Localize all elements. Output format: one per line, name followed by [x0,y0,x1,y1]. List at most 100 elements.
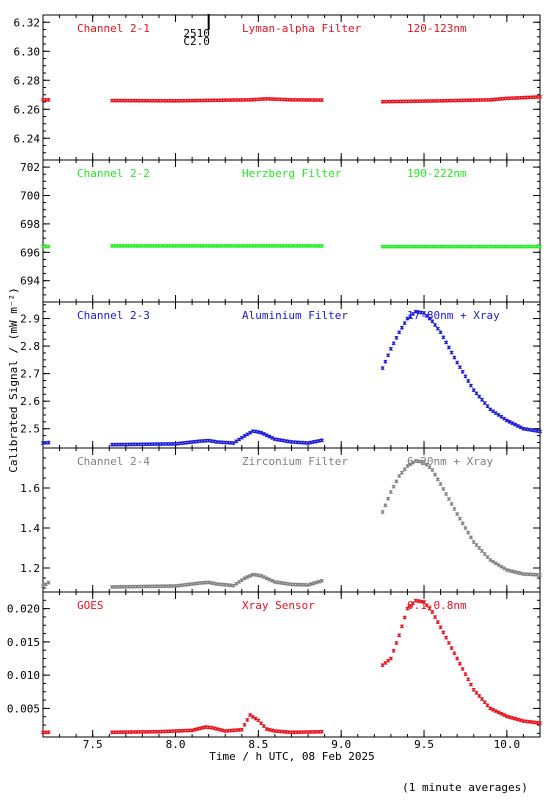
data-point [256,573,261,578]
panel-frame-ch24 [42,447,541,593]
panel-label-ch22: Herzberg Filter [242,167,342,180]
data-point [424,313,429,318]
data-point [386,353,391,358]
panel-label-ch21: 120-123nm [407,22,467,35]
data-point [253,572,258,577]
panel-label-ch23: Channel 2-3 [77,309,150,322]
data-point [482,552,487,556]
data-point [446,497,451,501]
data-point [411,460,415,465]
data-point [261,724,266,729]
data-point [239,578,244,583]
data-point [502,566,507,571]
panel-frame-goes [42,591,541,738]
x-tick-label: 9.5 [414,738,434,751]
flare-marker-id: 2510 [183,27,210,40]
data-point [430,319,435,324]
data-point [388,656,393,661]
data-point [480,549,485,553]
data-point [518,718,523,723]
data-point [488,407,493,412]
x-axis-label: Time / h UTC, 08 Feb 2025 [209,750,375,763]
data-point [256,430,261,435]
data-point [499,564,504,569]
y-tick-label-ch22: 698 [20,218,40,231]
data-point [281,438,286,443]
data-point [234,581,239,586]
data-point [212,581,217,586]
x-tick-label: 8.0 [166,738,186,751]
data-point [513,716,518,721]
data-point [397,474,402,478]
data-point [386,496,391,501]
data-point [471,687,476,692]
data-point [201,725,206,730]
data-point [253,716,258,721]
data-point [496,710,501,715]
data-point [206,438,211,443]
data-point [46,440,51,445]
data-point [283,581,288,586]
data-point [314,439,319,444]
data-point [259,721,264,726]
series-points-ch23 [41,309,542,447]
data-point [402,321,407,326]
data-point [515,423,520,428]
data-point [460,666,465,671]
data-point [427,606,432,611]
data-point [510,715,515,720]
data-point [416,599,421,604]
data-point [468,535,473,540]
data-point [190,728,195,733]
data-point [317,579,322,584]
y-tick-label-ch22: 696 [20,246,40,259]
data-point [455,656,460,661]
data-point [245,432,250,437]
data-point [477,693,482,698]
data-point [46,97,51,102]
data-point [217,727,222,732]
data-point [538,573,542,577]
data-point [195,726,200,731]
data-point [209,725,214,730]
data-point [444,340,449,345]
data-point [192,727,197,732]
y-tick-label-goes: 0.010 [7,669,40,682]
x-tick-label: 10.0 [494,738,521,751]
panel-label-ch24: 6-20nm + Xray [407,455,493,468]
data-point [306,441,311,446]
series-points-goes [41,598,542,735]
data-point [234,439,239,444]
data-point [422,599,427,604]
data-point [391,484,396,489]
data-point [388,490,393,494]
x-tick-label: 8.5 [248,738,268,751]
data-point [311,439,316,444]
data-point [532,428,537,433]
data-point [427,316,432,321]
data-point [308,440,313,445]
data-point [480,397,485,402]
data-point [504,568,509,572]
data-point [435,620,440,625]
data-point [242,722,247,727]
data-point [264,727,269,732]
data-point [466,677,471,682]
data-point [491,707,496,712]
y-tick-label-goes: 0.005 [7,702,40,715]
data-point [499,711,504,716]
data-point [231,583,236,588]
data-point [466,378,471,383]
data-point [438,482,443,486]
data-point [242,433,247,438]
panel-label-ch24: Zirconium Filter [242,455,348,468]
data-point [245,717,250,722]
data-point [424,603,429,608]
data-point [502,416,507,421]
data-point [394,641,399,645]
y-tick-label-ch23: 2.8 [20,340,40,353]
data-point [430,609,435,614]
data-point [239,435,244,440]
data-point [441,487,446,491]
